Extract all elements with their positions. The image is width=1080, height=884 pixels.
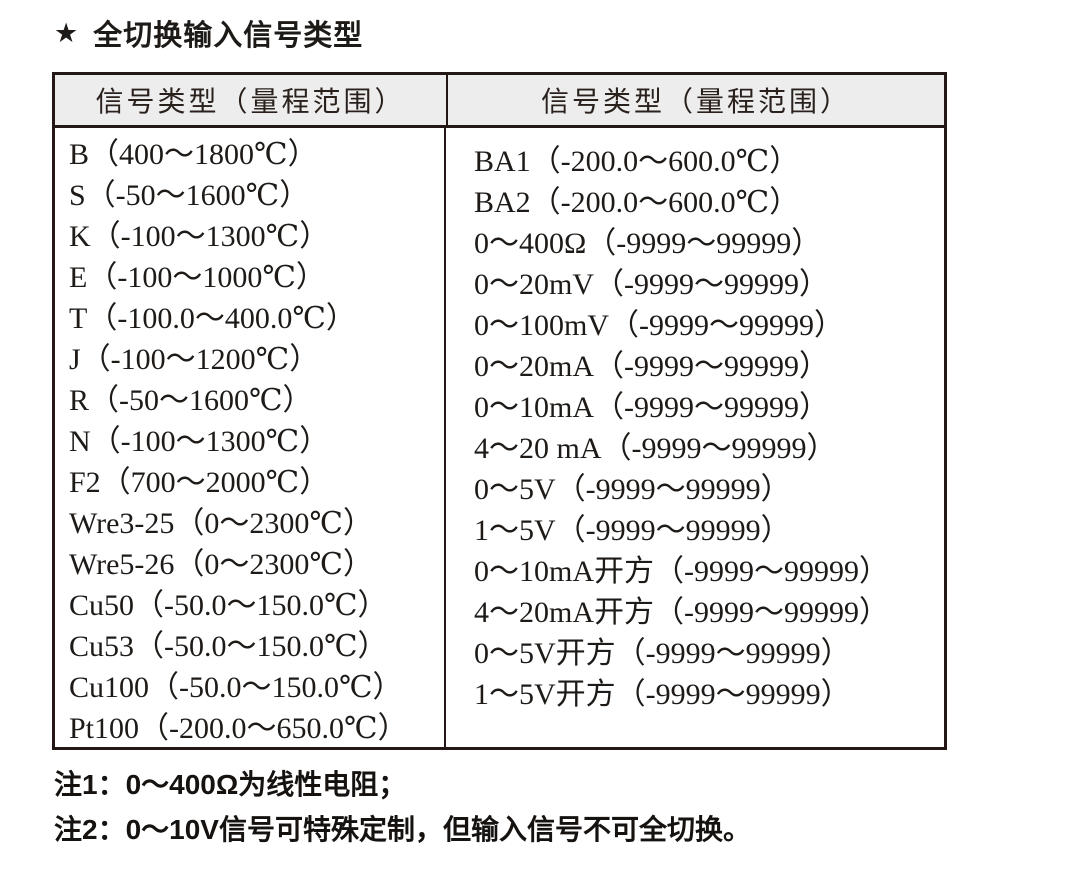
footnote-1: 注1：0～400Ω为线性电阻； [54, 769, 407, 800]
signal-row: 0～10mA（-9999～99999） [474, 391, 829, 424]
signal-row: Cu100（-50.0～150.0℃） [69, 671, 403, 704]
signal-row: BA2（-200.0～600.0℃） [474, 186, 800, 219]
signal-row: 1～5V（-9999～99999） [474, 514, 791, 547]
signal-row: 0～400Ω（-9999～99999） [474, 227, 822, 260]
table-header-row: 信号类型（量程范围） 信号类型（量程范围） [55, 75, 944, 128]
signal-row: 1～5V开方（-9999～99999） [474, 678, 851, 711]
signal-row: 4～20mA开方（-9999～99999） [474, 596, 889, 629]
signal-row: F2（700～2000℃） [69, 466, 330, 499]
signal-row: T（-100.0～400.0℃） [69, 302, 356, 335]
signal-row: Cu50（-50.0～150.0℃） [69, 589, 388, 622]
signal-row: 0～20mA（-9999～99999） [474, 350, 829, 383]
signal-row: J（-100～1200℃） [69, 343, 320, 376]
table-body: B（400～1800℃） S（-50～1600℃） K（-100～1300℃） … [55, 128, 944, 747]
signal-type-table: 信号类型（量程范围） 信号类型（量程范围） B（400～1800℃） S（-50… [52, 72, 947, 750]
signal-row: Pt100（-200.0～650.0℃） [69, 712, 408, 745]
signal-row: 4～20 mA（-9999～99999） [474, 432, 837, 465]
signal-row: 0～100mV（-9999～99999） [474, 309, 844, 342]
signal-row: E（-100～1000℃） [69, 261, 326, 294]
footnotes: 注1：0～400Ω为线性电阻； 注2：0～10V信号可特殊定制，但输入信号不可全… [54, 762, 751, 852]
signal-row: B（400～1800℃） [69, 138, 318, 171]
star-icon: ★ [54, 17, 80, 48]
signal-row: Wre3-25（0～2300℃） [69, 507, 373, 540]
signal-row: N（-100～1300℃） [69, 425, 330, 458]
table-column-left: B（400～1800℃） S（-50～1600℃） K（-100～1300℃） … [55, 128, 446, 747]
signal-row: Wre5-26（0～2300℃） [69, 548, 373, 581]
signal-row: K（-100～1300℃） [69, 220, 330, 253]
table-header-left: 信号类型（量程范围） [55, 75, 448, 125]
signal-row: 0～10mA开方（-9999～99999） [474, 555, 889, 588]
signal-row: S（-50～1600℃） [69, 179, 310, 212]
signal-row: 0～20mV（-9999～99999） [474, 268, 829, 301]
footnote-2: 注2：0～10V信号可特殊定制，但输入信号不可全切换。 [54, 814, 751, 845]
table-header-right: 信号类型（量程范围） [540, 87, 851, 118]
signal-row: R（-50～1600℃） [69, 384, 313, 417]
signal-row: BA1（-200.0～600.0℃） [474, 145, 800, 178]
page-title-text: 全切换输入信号类型 [93, 20, 364, 52]
page-title: ★ 全切换输入信号类型 [54, 12, 363, 54]
signal-row: 0～5V开方（-9999～99999） [474, 637, 851, 670]
signal-row: 0～5V（-9999～99999） [474, 473, 791, 506]
signal-row: Cu53（-50.0～150.0℃） [69, 630, 388, 663]
table-column-right: BA1（-200.0～600.0℃） BA2（-200.0～600.0℃） 0～… [446, 128, 944, 747]
